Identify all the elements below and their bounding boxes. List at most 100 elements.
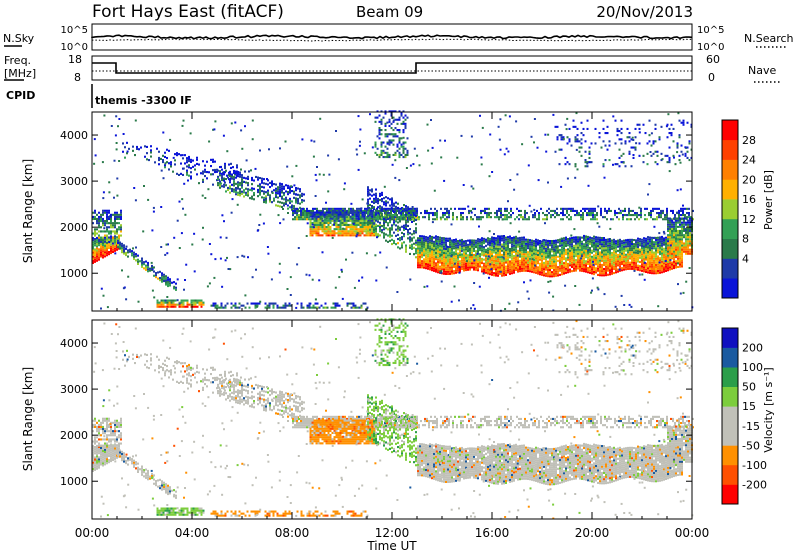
power-cell (407, 224, 409, 227)
power-cell (499, 245, 501, 248)
power-cell (167, 280, 169, 283)
power-cell (300, 306, 303, 309)
power-cell (595, 240, 597, 243)
power-cell (457, 269, 459, 272)
power-cell (295, 199, 297, 202)
power-cell (483, 266, 485, 269)
power-cell (486, 216, 488, 219)
power-cell (631, 259, 633, 262)
power-cell (571, 265, 573, 268)
power-cell (309, 234, 312, 237)
power-cell (571, 247, 573, 250)
power-cell (601, 251, 603, 254)
power-cell (348, 209, 350, 212)
power-cell (597, 253, 599, 256)
power-cell (335, 232, 338, 235)
power-cell (659, 236, 661, 239)
power-cell (329, 211, 332, 214)
power-cell (375, 234, 377, 237)
power-cell (677, 250, 679, 253)
power-cell (605, 259, 607, 262)
power-cell (634, 212, 636, 215)
power-cell (108, 217, 110, 220)
power-cell (233, 171, 235, 174)
power-cell (476, 216, 478, 219)
power-cell (281, 189, 283, 192)
power-cell (251, 197, 253, 200)
power-cell (611, 262, 613, 265)
power-cell (375, 223, 377, 226)
power-cell (170, 303, 173, 306)
power-cell (153, 274, 155, 277)
power-cell (384, 145, 387, 148)
power-cell (350, 302, 353, 305)
power-cell (389, 214, 391, 217)
power-cell (345, 232, 348, 235)
power-cell (607, 242, 609, 245)
power-cell (511, 243, 513, 246)
power-cell (160, 157, 162, 160)
power-cell (563, 262, 565, 265)
power-cell (417, 264, 419, 267)
power-cell (188, 160, 190, 163)
power-cell (162, 154, 164, 157)
power-cell (323, 230, 326, 233)
power-cell (493, 265, 495, 268)
power-cell (102, 217, 104, 220)
power-cell (335, 223, 338, 226)
power-cell (437, 244, 439, 247)
power-cell (538, 212, 540, 215)
power-cell (317, 215, 320, 218)
power-cell (202, 301, 205, 304)
power-cell (98, 248, 100, 251)
power-cell (128, 147, 130, 150)
power-cell (317, 234, 320, 237)
power-cell (296, 218, 298, 221)
power-cell (666, 209, 668, 212)
power-cell (511, 261, 513, 264)
power-cell (651, 243, 653, 246)
power-cell (329, 232, 332, 235)
power-cell (166, 157, 168, 160)
power-cell (477, 250, 479, 253)
power-cell (689, 234, 691, 237)
power-cell (630, 214, 632, 217)
power-cell (385, 208, 387, 211)
power-cell (479, 244, 481, 247)
power-cell (421, 243, 423, 246)
power-cell (483, 254, 485, 257)
power-cell (173, 281, 175, 284)
power-cell (503, 259, 505, 262)
power-cell (670, 134, 673, 137)
power-cell (244, 306, 247, 309)
power-cell (296, 302, 299, 305)
power-cell (643, 260, 645, 263)
power-cell (353, 228, 356, 231)
power-cell (314, 207, 316, 210)
power-cell (263, 182, 265, 185)
power-cell (689, 229, 691, 232)
power-cell (546, 216, 548, 219)
power-cell (92, 251, 94, 254)
power-cell (363, 223, 366, 226)
power-cell (506, 209, 508, 212)
power-cell (539, 273, 541, 276)
power-cell (259, 193, 261, 196)
power-cell (537, 270, 539, 273)
power-cell (601, 274, 603, 277)
power-cell (577, 236, 579, 239)
power-cell (411, 233, 413, 236)
power-cell (415, 243, 417, 246)
power-cell (511, 247, 513, 250)
power-cell (541, 259, 543, 262)
power-cell (279, 182, 281, 185)
power-cell (194, 299, 197, 302)
power-cell (625, 247, 627, 250)
power-cell (590, 207, 592, 210)
power-cell (433, 257, 435, 260)
power-cell (365, 221, 368, 224)
power-cell (602, 163, 605, 166)
power-cell (385, 227, 387, 230)
power-cell (296, 212, 298, 215)
power-cell (614, 214, 616, 217)
